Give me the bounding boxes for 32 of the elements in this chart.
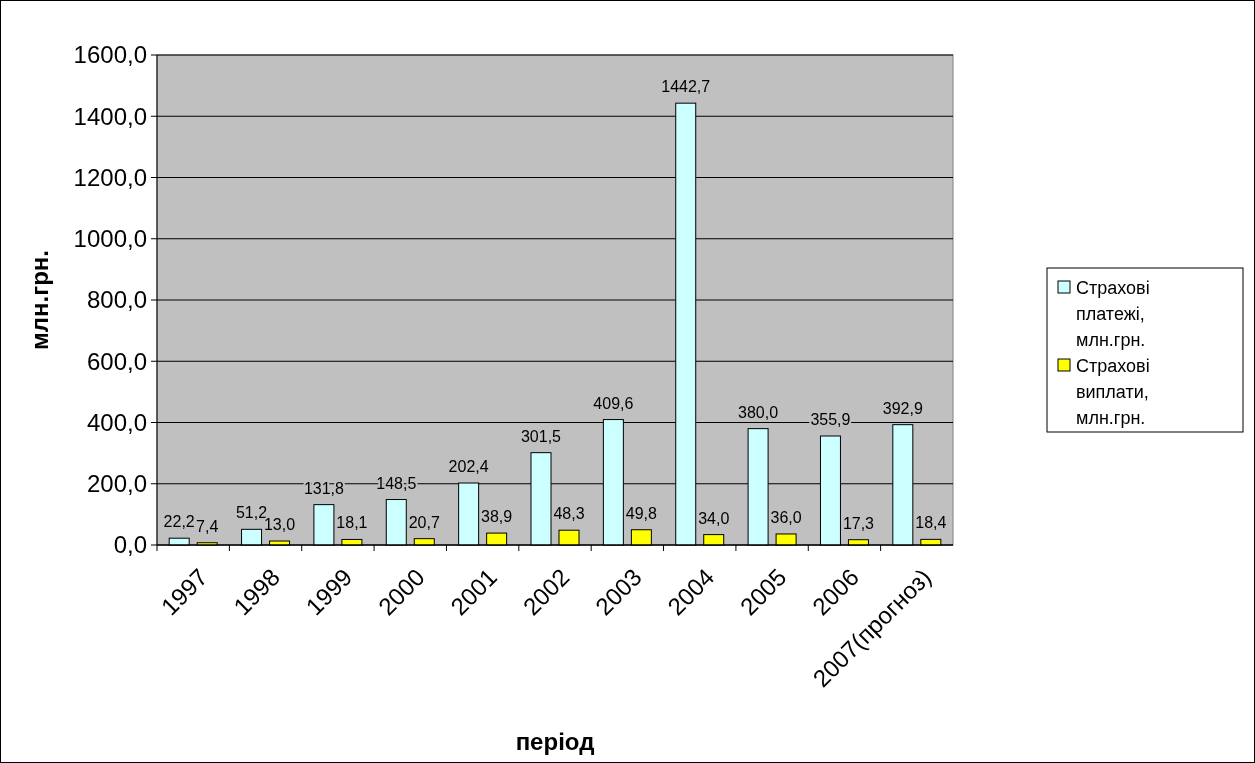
y-tick-label: 800,0: [86, 286, 147, 314]
data-label: 301,5: [520, 427, 562, 445]
data-label: 18,4: [915, 514, 947, 532]
y-tick-label: 0,0: [113, 531, 147, 559]
data-label: 48,3: [553, 505, 585, 523]
data-label: 409,6: [593, 394, 634, 412]
data-label: 18,1: [336, 514, 368, 532]
y-tick-label: 400,0: [86, 408, 147, 436]
y-tick-label: 200,0: [86, 470, 147, 498]
legend-label: Страхові виплати, млн.грн.: [1076, 356, 1150, 429]
data-label: 7,4: [196, 517, 219, 535]
y-tick-label: 1000,0: [73, 225, 147, 253]
data-label: 17,3: [842, 514, 875, 532]
data-label: 131,8: [303, 479, 345, 497]
data-label: 392,9: [882, 399, 923, 417]
data-label: 34,0: [698, 509, 730, 527]
y-tick-label: 1200,0: [73, 163, 147, 191]
data-label: 49,8: [625, 504, 658, 522]
data-label: 38,9: [481, 508, 513, 526]
y-tick-label: 1600,0: [73, 41, 147, 69]
data-label: 36,0: [770, 508, 802, 526]
y-axis-title: млн.грн.: [26, 250, 53, 350]
data-label: 20,7: [408, 513, 440, 531]
x-axis-title: період: [515, 728, 595, 755]
y-tick-label: 1400,0: [73, 102, 147, 130]
y-tick-label: 600,0: [86, 347, 147, 375]
data-label: 202,4: [448, 458, 489, 476]
data-label: 380,0: [738, 403, 779, 421]
data-label: 1442,7: [661, 78, 711, 96]
legend-label: Страхові платежі, млн.грн.: [1076, 278, 1150, 351]
data-label: 13,0: [263, 516, 296, 534]
data-label: 22,2: [163, 513, 195, 531]
